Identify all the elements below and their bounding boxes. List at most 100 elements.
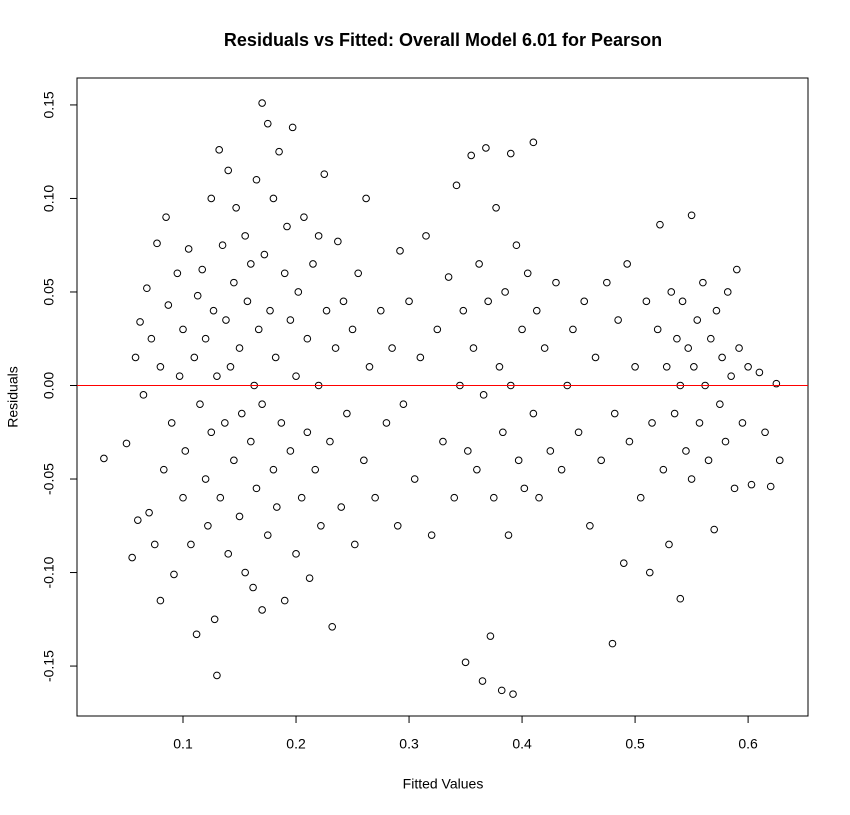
point [207,428,216,437]
point [690,362,698,371]
point [439,437,447,446]
x-tick-label: 0.4 [512,736,532,752]
point [580,297,589,306]
point [339,297,348,306]
x-tick-label: 0.2 [286,736,306,752]
point [184,245,193,253]
point [207,194,216,203]
point [192,630,201,639]
point [712,306,721,315]
point [464,447,472,455]
point [260,250,269,259]
point [704,456,713,465]
point [518,325,526,334]
point [484,297,492,306]
point [670,409,679,418]
point [210,615,219,624]
point [659,465,668,474]
point [450,493,459,502]
point [235,512,244,521]
point [232,204,240,212]
point [147,334,156,343]
point [467,151,476,160]
point [362,194,370,203]
point [258,99,266,107]
point [263,119,272,128]
point [761,428,769,437]
point [501,288,509,296]
point [747,480,756,489]
point [648,419,656,427]
x-tick-label: 0.3 [399,736,419,752]
point [512,241,521,250]
point [699,278,707,287]
point [350,540,359,549]
point [535,493,543,502]
point [136,318,144,326]
point [710,525,718,534]
point [213,372,221,380]
point [322,306,331,315]
point [482,144,490,152]
point [331,344,340,352]
point [288,123,297,132]
point [198,265,207,274]
point [523,269,532,278]
point [452,181,461,190]
y-tick-label: -0.10 [41,556,57,588]
point [695,419,704,427]
point [354,269,362,278]
point [314,232,323,240]
point [678,297,687,306]
point [305,574,314,582]
point [241,568,249,577]
point [303,334,312,343]
point [461,658,470,667]
point [258,606,266,614]
point [625,437,634,446]
point [495,362,504,371]
point [716,400,724,409]
point [444,273,453,281]
point [673,334,681,343]
point [473,465,481,474]
point [665,540,673,549]
point [292,550,300,558]
point [179,493,187,502]
point [497,686,506,695]
point [271,353,280,362]
point [190,353,199,362]
point [196,400,204,409]
point [193,291,202,300]
point [343,409,351,418]
point [280,269,289,278]
x-tick-label: 0.1 [173,736,193,752]
point [269,465,278,474]
point [667,288,676,296]
point [723,288,732,296]
point [586,521,594,530]
point [569,325,577,334]
point [492,204,500,212]
point [263,531,272,539]
point [459,306,468,315]
point [175,372,184,380]
x-tick-label: 0.5 [625,736,645,752]
x-axis-title: Fitted Values [403,776,484,792]
point [365,362,374,371]
point [334,237,342,246]
point [662,362,671,371]
point [371,493,379,502]
point [405,297,413,306]
point [209,306,218,315]
point [243,297,252,306]
point [230,456,238,465]
point [687,211,696,220]
point [614,316,622,324]
point [179,325,187,334]
point [693,316,702,324]
point [156,362,165,371]
y-tick-label: 0.00 [41,372,57,399]
point [213,671,221,680]
